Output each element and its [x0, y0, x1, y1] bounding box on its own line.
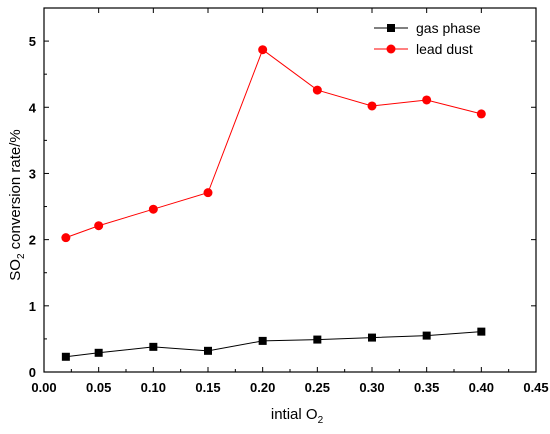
plot-frame: [43, 7, 537, 373]
data-point: [203, 188, 213, 198]
series-lead-dust: [61, 45, 486, 243]
data-point: [368, 333, 376, 342]
legend-item: gas phase: [374, 20, 481, 36]
data-point: [476, 109, 486, 119]
legend-item: lead dust: [374, 41, 473, 57]
y-axis-title-rest: conversion rate/%: [7, 129, 24, 253]
y-tick-label: 5: [29, 34, 36, 49]
y-axis-title-main: SO: [7, 259, 24, 281]
data-point: [258, 336, 267, 345]
data-point: [148, 204, 158, 214]
x-tick-label: 0.00: [31, 380, 56, 395]
legend-marker: [386, 44, 396, 54]
data-point: [422, 95, 432, 105]
y-tick-label: 3: [29, 166, 36, 181]
x-axis-title: intial O2: [271, 406, 324, 426]
series-group: [61, 45, 486, 361]
y-tick-label: 4: [29, 100, 37, 115]
data-point: [94, 221, 104, 231]
x-tick-label: 0.10: [141, 380, 166, 395]
legend: gas phase lead dust: [374, 20, 481, 57]
x-axis-title-subscript: 2: [318, 415, 324, 426]
data-point: [204, 346, 212, 355]
data-point: [61, 233, 71, 243]
x-tick-label: 0.05: [86, 380, 111, 395]
axis-ticks: 0.00 0.05 0.10 0.15 0.20 0.25 0.30 0.35 0.40 0.45…: [29, 8, 549, 395]
data-point: [313, 335, 322, 344]
data-point: [422, 331, 431, 340]
y-tick-label: 0: [29, 365, 36, 380]
series-line: [65, 331, 482, 358]
series-line: [65, 48, 482, 239]
x-tick-label: 0.35: [414, 380, 439, 395]
x-tick-label: 0.25: [305, 380, 330, 395]
legend-label: gas phase: [416, 20, 481, 36]
x-tick-label: 0.30: [359, 380, 384, 395]
data-point: [94, 348, 103, 357]
data-point: [61, 352, 70, 361]
legend-marker: [387, 24, 395, 32]
x-tick-label: 0.15: [195, 380, 220, 395]
data-point: [258, 45, 268, 55]
data-point: [149, 342, 158, 351]
y-axis-title: SO2 conversion rate/%: [7, 129, 27, 280]
y-tick-label: 1: [29, 299, 36, 314]
x-tick-label: 0.40: [469, 380, 494, 395]
plot-area: [43, 7, 537, 373]
y-tick-label: 2: [29, 233, 36, 248]
data-point: [477, 327, 486, 336]
data-point: [367, 101, 377, 111]
x-tick-label: 0.20: [250, 380, 275, 395]
x-tick-label: 0.45: [523, 380, 548, 395]
series-gas-phase: [61, 327, 486, 361]
data-point: [312, 85, 322, 95]
x-axis-title-main: intial O: [271, 406, 318, 423]
y-axis-title-subscript: 2: [16, 253, 27, 259]
legend-label: lead dust: [416, 41, 473, 57]
